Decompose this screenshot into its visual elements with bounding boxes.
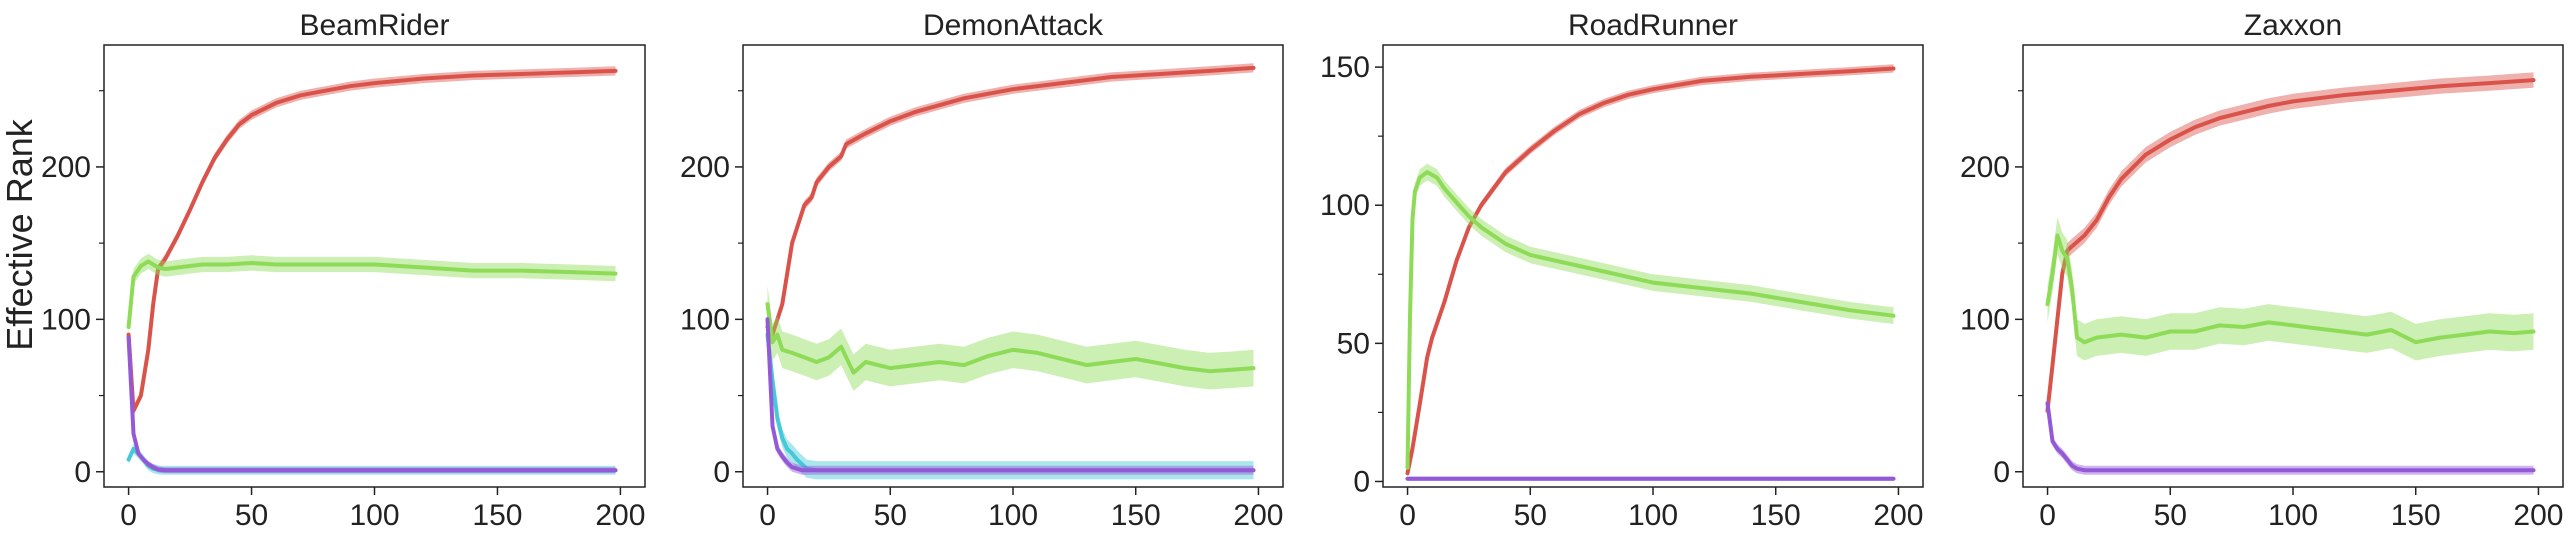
x-tick-label: 0 xyxy=(120,499,137,532)
x-tick-label: 50 xyxy=(874,499,907,532)
series-line-green xyxy=(765,302,1256,375)
y-tick-label: 100 xyxy=(41,303,91,336)
x-tick-label: 0 xyxy=(1399,499,1416,532)
series-line-green xyxy=(1405,170,1896,470)
series-line-green xyxy=(126,259,618,329)
x-tick-label: 100 xyxy=(988,499,1038,532)
series-band-red xyxy=(2047,72,2534,419)
series-band-green xyxy=(767,285,1254,391)
x-tick-label: 200 xyxy=(595,499,645,532)
x-tick-label: 50 xyxy=(2154,499,2187,532)
panel-title: RoadRunner xyxy=(1568,9,1738,42)
plot-area xyxy=(126,66,618,475)
axes-frame xyxy=(1382,44,1924,488)
x-tick-label: 50 xyxy=(1514,499,1547,532)
axes-frame xyxy=(2022,44,2564,488)
series-line-purple xyxy=(2045,401,2536,473)
series-line-purple xyxy=(126,335,618,473)
x-tick-label: 200 xyxy=(2513,499,2563,532)
series-line-green xyxy=(2045,233,2536,345)
x-tick-label: 100 xyxy=(349,499,399,532)
series-line-red xyxy=(765,65,1256,337)
y-tick-label: 50 xyxy=(1337,327,1370,360)
plot-area xyxy=(765,63,1256,480)
series-band-cyan xyxy=(128,444,616,475)
panel-title: BeamRider xyxy=(299,9,449,42)
series-band-purple xyxy=(2047,398,2534,475)
y-tick-label: 0 xyxy=(713,456,730,489)
x-tick-label: 200 xyxy=(1873,499,1923,532)
y-tick-label: 200 xyxy=(680,151,730,184)
series-band-green xyxy=(128,253,616,335)
series-line-red xyxy=(126,68,618,413)
x-tick-label: 150 xyxy=(1111,499,1161,532)
x-tick-label: 150 xyxy=(1751,499,1801,532)
series-band-green xyxy=(2047,217,2534,361)
y-tick-label: 0 xyxy=(1993,456,2010,489)
x-tick-label: 0 xyxy=(759,499,776,532)
y-tick-label: 200 xyxy=(1960,151,2010,184)
panel-3: 0 50 100 150 200 0 50 100 150 RoadRunner xyxy=(1320,9,1924,532)
panel-4: 0 50 100 150 200 0 100 200 Zaxxon xyxy=(1960,9,2564,532)
series-band-purple xyxy=(128,334,616,474)
plot-area xyxy=(2045,72,2536,475)
y-tick-label: 100 xyxy=(680,303,730,336)
series-line-purple xyxy=(765,317,1256,473)
x-tick-label: 150 xyxy=(472,499,522,532)
x-tick-label: 50 xyxy=(235,499,268,532)
panel-title: DemonAttack xyxy=(923,9,1104,42)
series-line-red xyxy=(1405,66,1896,476)
x-tick-label: 100 xyxy=(2268,499,2318,532)
y-tick-label: 200 xyxy=(41,151,91,184)
series-band-red xyxy=(1407,64,1894,478)
axes-frame xyxy=(742,44,1284,488)
series-line-red xyxy=(2045,78,2536,413)
x-tick-label: 200 xyxy=(1233,499,1283,532)
y-tick-label: 100 xyxy=(1960,303,2010,336)
x-tick-label: 100 xyxy=(1628,499,1678,532)
x-tick-label: 150 xyxy=(2391,499,2441,532)
series-band-cyan xyxy=(767,325,1254,480)
plot-area xyxy=(1405,64,1896,481)
x-tick-label: 0 xyxy=(2039,499,2056,532)
panel-1: 0 50 100 150 200 0 100 200 BeamRider xyxy=(41,9,646,532)
y-tick-label: 150 xyxy=(1320,51,1370,84)
y-tick-label: 100 xyxy=(1320,189,1370,222)
series-band-red xyxy=(128,66,616,416)
series-band-red xyxy=(767,63,1254,340)
series-band-green xyxy=(1407,163,1894,476)
panel-2: 0 50 100 150 200 0 100 200 DemonAttack xyxy=(680,9,1284,532)
y-tick-label: 0 xyxy=(1353,465,1370,498)
y-axis-label: Effective Rank xyxy=(0,118,40,350)
y-tick-label: 0 xyxy=(74,456,91,489)
panel-title: Zaxxon xyxy=(2244,9,2342,42)
